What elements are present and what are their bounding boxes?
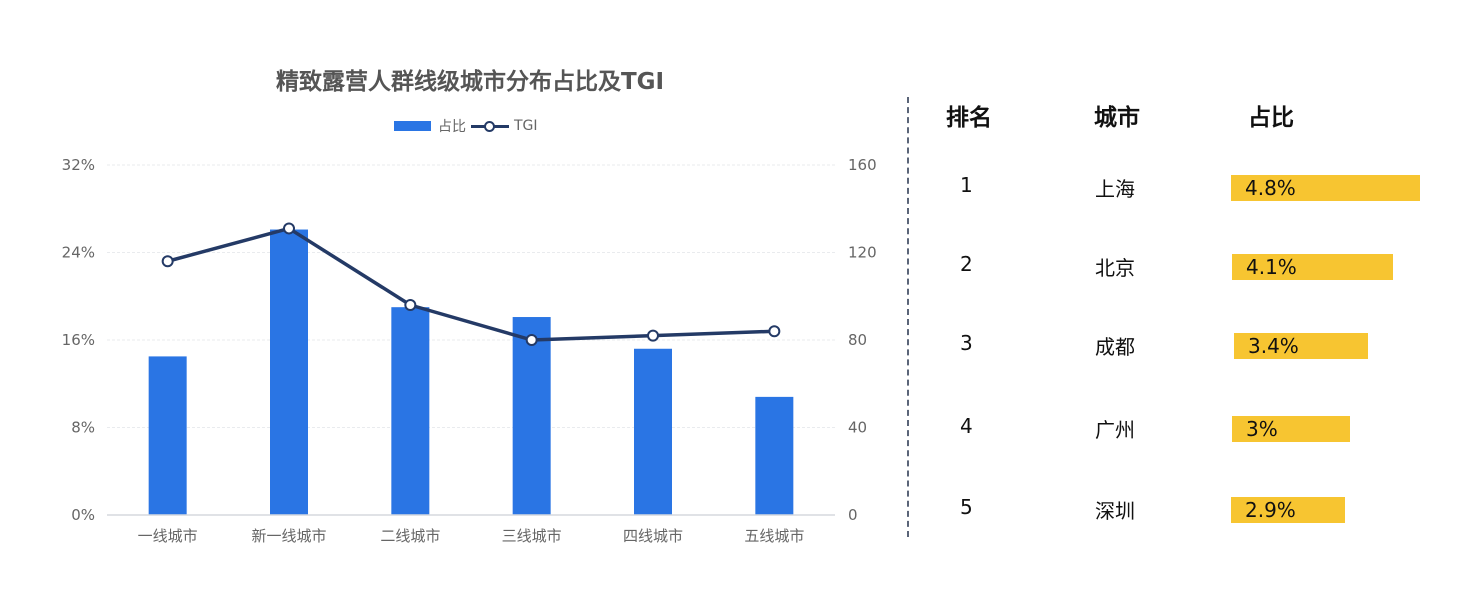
bar bbox=[148, 356, 187, 515]
tgi-point-marker bbox=[525, 334, 538, 346]
right-axis-tick-label: 160 bbox=[848, 156, 877, 174]
left-axis-tick-label: 16% bbox=[62, 331, 95, 349]
city-cell: 深圳 bbox=[1095, 499, 1135, 523]
city-cell: 北京 bbox=[1095, 256, 1135, 280]
bar bbox=[270, 229, 308, 515]
tgi-point-marker bbox=[404, 299, 417, 311]
tgi-point-marker bbox=[161, 255, 174, 268]
tgi-point-marker bbox=[283, 222, 295, 235]
x-axis-label: 三线城市 bbox=[502, 527, 562, 545]
chart-legend: 占比 TGI bbox=[394, 116, 538, 136]
share-bar bbox=[1232, 416, 1350, 442]
share-value: 4.8% bbox=[1245, 176, 1296, 200]
left-axis-tick-label: 24% bbox=[62, 244, 95, 262]
chart-title: 精致露营人群线级城市分布占比及TGI bbox=[275, 69, 665, 95]
bar-series bbox=[148, 229, 794, 515]
rank-cell: 4 bbox=[960, 414, 973, 438]
x-axis-label: 四线城市 bbox=[623, 527, 683, 545]
table-header-rank: 排名 bbox=[946, 105, 992, 131]
city-cell: 上海 bbox=[1095, 177, 1135, 201]
x-axis-label: 五线城市 bbox=[744, 527, 804, 545]
left-axis-tick-label: 0% bbox=[71, 506, 95, 524]
right-axis-tick-label: 120 bbox=[848, 244, 877, 262]
rank-cell: 3 bbox=[960, 331, 973, 355]
table-header-city: 城市 bbox=[1094, 105, 1140, 131]
right-axis-tick-label: 40 bbox=[848, 419, 867, 437]
share-bar bbox=[1231, 175, 1420, 201]
x-axis-label: 一线城市 bbox=[138, 527, 198, 545]
share-value: 4.1% bbox=[1246, 255, 1297, 279]
share-bar bbox=[1234, 333, 1368, 359]
bar bbox=[512, 317, 551, 515]
city-cell: 成都 bbox=[1095, 335, 1135, 359]
share-value: 3% bbox=[1246, 417, 1278, 441]
table-header-share: 占比 bbox=[1248, 105, 1294, 131]
gridlines bbox=[107, 164, 835, 428]
rank-cell: 2 bbox=[960, 252, 973, 276]
rank-cell: 1 bbox=[960, 173, 973, 197]
legend-label-share[interactable]: 占比 bbox=[438, 119, 466, 135]
bar bbox=[391, 307, 430, 515]
right-axis-tick-label: 80 bbox=[848, 331, 867, 349]
legend-label-tgi[interactable]: TGI bbox=[514, 118, 538, 134]
left-axis-tick-label: 8% bbox=[71, 419, 95, 437]
x-axis-label: 二线城市 bbox=[380, 527, 440, 545]
legend-line-swatch-icon bbox=[471, 121, 509, 132]
x-axis-label: 新一线城市 bbox=[251, 527, 326, 545]
right-axis-ticks: 0 40 80 120 160 bbox=[848, 156, 877, 524]
legend-bar-swatch-icon bbox=[394, 121, 431, 131]
dashed-divider bbox=[907, 97, 909, 537]
left-axis-tick-label: 32% bbox=[62, 156, 95, 174]
share-value: 3.4% bbox=[1248, 334, 1299, 358]
rank-cell: 5 bbox=[960, 495, 973, 519]
left-axis-ticks: 0% 8% 16% 24% 32% bbox=[62, 156, 95, 524]
tgi-point-marker bbox=[647, 329, 659, 342]
share-bar bbox=[1232, 254, 1393, 280]
city-cell: 广州 bbox=[1095, 418, 1135, 442]
tgi-point-marker bbox=[768, 325, 781, 338]
bar bbox=[634, 348, 672, 515]
x-axis-labels: 一线城市 新一线城市 二线城市 三线城市 四线城市 五线城市 bbox=[138, 527, 805, 545]
bar bbox=[755, 396, 794, 515]
tgi-line bbox=[167, 226, 775, 342]
combo-chart-plot: 0% 8% 16% 24% 32% 0 40 80 120 160 一线城市 新一线城市 二线城市 三… bbox=[62, 156, 877, 545]
share-value: 2.9% bbox=[1245, 498, 1296, 522]
share-bar bbox=[1231, 497, 1345, 523]
tgi-line-series bbox=[161, 222, 781, 346]
right-axis-tick-label: 0 bbox=[848, 506, 858, 524]
